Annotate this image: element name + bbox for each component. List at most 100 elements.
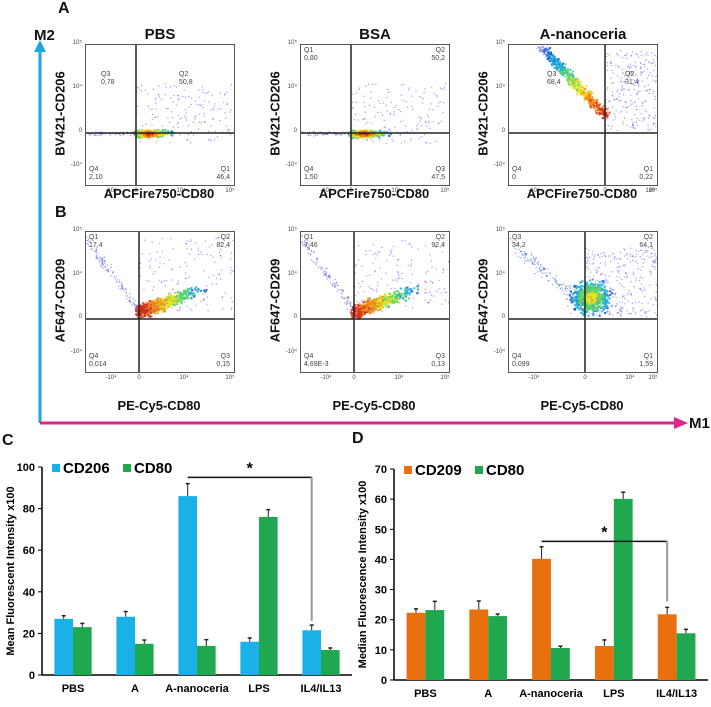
y-tick-label: 10⁵ bbox=[72, 227, 82, 233]
quadrant-percent: 1,59 bbox=[639, 361, 653, 368]
y-tick-label: -10⁴ bbox=[285, 162, 297, 168]
quadrant-name: Q3 bbox=[101, 71, 111, 78]
quadrant-percent: 92,4 bbox=[431, 242, 445, 249]
x-tick-label: 0 bbox=[349, 188, 353, 194]
density-dots bbox=[509, 45, 657, 185]
category-label: A bbox=[131, 683, 139, 695]
significance-asterisk: * bbox=[601, 524, 608, 541]
y-tick-label: 10⁵ bbox=[287, 40, 297, 46]
plot-title: PBS bbox=[144, 26, 176, 43]
quadrant-label-bl: Q4 4,69E-3 bbox=[304, 353, 329, 369]
bar-cd80-il4-il13 bbox=[321, 650, 340, 675]
y-tick-label: 20 bbox=[375, 615, 387, 627]
x-tick-label: -10⁴ bbox=[528, 375, 540, 381]
y-axis-label: AF647-CD209 bbox=[475, 258, 491, 343]
y-tick-label: 10⁴ bbox=[72, 271, 82, 277]
y-tick-label: 10 bbox=[375, 645, 387, 657]
quadrant-name: Q2 bbox=[179, 71, 189, 78]
quadrant-name: Q2 bbox=[625, 71, 635, 78]
y-axis-label: BV421-CD206 bbox=[475, 71, 491, 156]
panel-letter-b: B bbox=[55, 204, 67, 221]
m1-label: M1 bbox=[689, 415, 710, 432]
x-tick-label: 10⁴ bbox=[391, 188, 401, 194]
x-tick-label: 0 bbox=[134, 188, 138, 194]
y-axis-title: Median Fluorescence Intensity x100 bbox=[357, 481, 369, 669]
bar-cd206-a bbox=[116, 616, 135, 675]
quadrant-percent: 47,5 bbox=[431, 174, 445, 181]
quadrant-name: Q1 bbox=[643, 166, 653, 173]
x-tick-label: 10⁵ bbox=[225, 375, 235, 381]
y-tick-label: 10⁴ bbox=[287, 84, 297, 90]
y-tick-label: 60 bbox=[375, 494, 387, 506]
density-dots bbox=[86, 232, 234, 372]
density-dots bbox=[301, 45, 449, 185]
quadrant-percent: 64,1 bbox=[639, 242, 653, 249]
quadrant-label-bl: Q4 0 bbox=[512, 166, 521, 182]
flow-plot: Q1 7,46 Q2 92,4 Q4 4,69E-3 Q3 0,13 bbox=[300, 231, 450, 373]
m1-arrowhead bbox=[674, 417, 688, 429]
x-tick-label: 10⁴ bbox=[645, 188, 655, 194]
quadrant-name: Q4 bbox=[304, 353, 314, 360]
x-tick-label: -10⁴ bbox=[105, 188, 117, 194]
y-tick-label: 30 bbox=[375, 585, 387, 597]
m2-label: M2 bbox=[34, 27, 55, 44]
quadrant-name: Q4 bbox=[304, 166, 314, 173]
quadrant-percent: 0 bbox=[512, 174, 516, 181]
bar-cd80-a-nanoceria bbox=[551, 648, 570, 680]
quadrant-label-tr: Q2 50,2 bbox=[431, 47, 445, 63]
flow-plot: Q3 0,78 Q2 50,8 Q4 2,10 Q1 46,4 bbox=[85, 44, 235, 186]
quadrant-name: Q3 bbox=[435, 353, 445, 360]
bar-cd209-a-nanoceria bbox=[532, 558, 551, 680]
x-tick-label: 0 bbox=[583, 375, 587, 381]
category-label: PBS bbox=[414, 688, 437, 700]
bar-cd209-pbs bbox=[406, 612, 426, 680]
quadrant-label-tl: Q3 68,4 bbox=[547, 71, 561, 87]
quadrant-name: Q2 bbox=[643, 234, 653, 241]
y-tick-label: -10⁴ bbox=[493, 162, 505, 168]
density-dots bbox=[301, 232, 449, 372]
x-axis-label: PE-Cy5-CD80 bbox=[540, 398, 624, 413]
category-label: IL4/IL13 bbox=[301, 683, 342, 695]
y-axis-label: AF647-CD209 bbox=[52, 258, 68, 343]
y-tick-label: 20 bbox=[23, 628, 35, 640]
quadrant-label-bl: Q4 1,50 bbox=[304, 166, 318, 182]
quadrant-percent: 7,46 bbox=[304, 242, 318, 249]
flow-plot: Q3 34,2 Q2 64,1 Q4 0,099 Q1 1,59 bbox=[508, 231, 658, 373]
density-dots bbox=[86, 45, 234, 185]
x-tick-label: 10⁵ bbox=[648, 188, 658, 194]
quadrant-label-bl: Q4 2,10 bbox=[89, 166, 103, 182]
x-axis-label: APCFire750-CD80 bbox=[103, 186, 215, 201]
quadrant-percent: 0,014 bbox=[89, 361, 107, 368]
y-tick-label: 100 bbox=[17, 462, 35, 474]
y-tick-label: 40 bbox=[375, 554, 387, 566]
bar-cd80-a bbox=[488, 616, 508, 680]
legend-swatch-cd80 bbox=[123, 464, 131, 472]
y-tick-label: -10⁴ bbox=[493, 349, 505, 355]
significance-asterisk: * bbox=[247, 460, 254, 477]
flow-plot: Q3 68,4 Q2 31,4 Q4 0 Q1 0,22 bbox=[508, 44, 658, 186]
bar-cd80-pbs bbox=[73, 627, 92, 675]
quadrant-percent: 1,50 bbox=[304, 174, 318, 181]
category-label: LPS bbox=[603, 688, 624, 700]
y-tick-label: 0 bbox=[381, 675, 387, 687]
quadrant-name: Q3 bbox=[220, 353, 230, 360]
bar-cd206-a-nanoceria bbox=[178, 496, 197, 675]
quadrant-name: Q1 bbox=[304, 47, 314, 54]
quadrant-label-bl: Q4 0,099 bbox=[512, 353, 530, 369]
quadrant-label-tl: Q3 34,2 bbox=[512, 234, 526, 250]
x-tick-label: 0 bbox=[352, 375, 356, 381]
category-label: PBS bbox=[62, 683, 85, 695]
y-tick-label: 50 bbox=[375, 524, 387, 536]
quadrant-label-tr: Q2 50,8 bbox=[179, 71, 193, 87]
x-axis-label: APCFire750-CD80 bbox=[318, 186, 430, 201]
quadrant-percent: 0,099 bbox=[512, 361, 530, 368]
y-tick-label: 0 bbox=[501, 128, 505, 134]
quadrant-percent: 2,10 bbox=[89, 174, 103, 181]
bar-cd80-a-nanoceria bbox=[197, 645, 216, 675]
quadrant-name: Q1 bbox=[304, 234, 314, 241]
y-tick-label: 10⁴ bbox=[72, 84, 82, 90]
quadrant-name: Q3 bbox=[435, 166, 445, 173]
y-axis-title: Mean Fluorescent Intensity x100 bbox=[5, 486, 17, 655]
quadrant-name: Q1 bbox=[89, 234, 99, 241]
plot-title: A-nanoceria bbox=[539, 26, 627, 43]
